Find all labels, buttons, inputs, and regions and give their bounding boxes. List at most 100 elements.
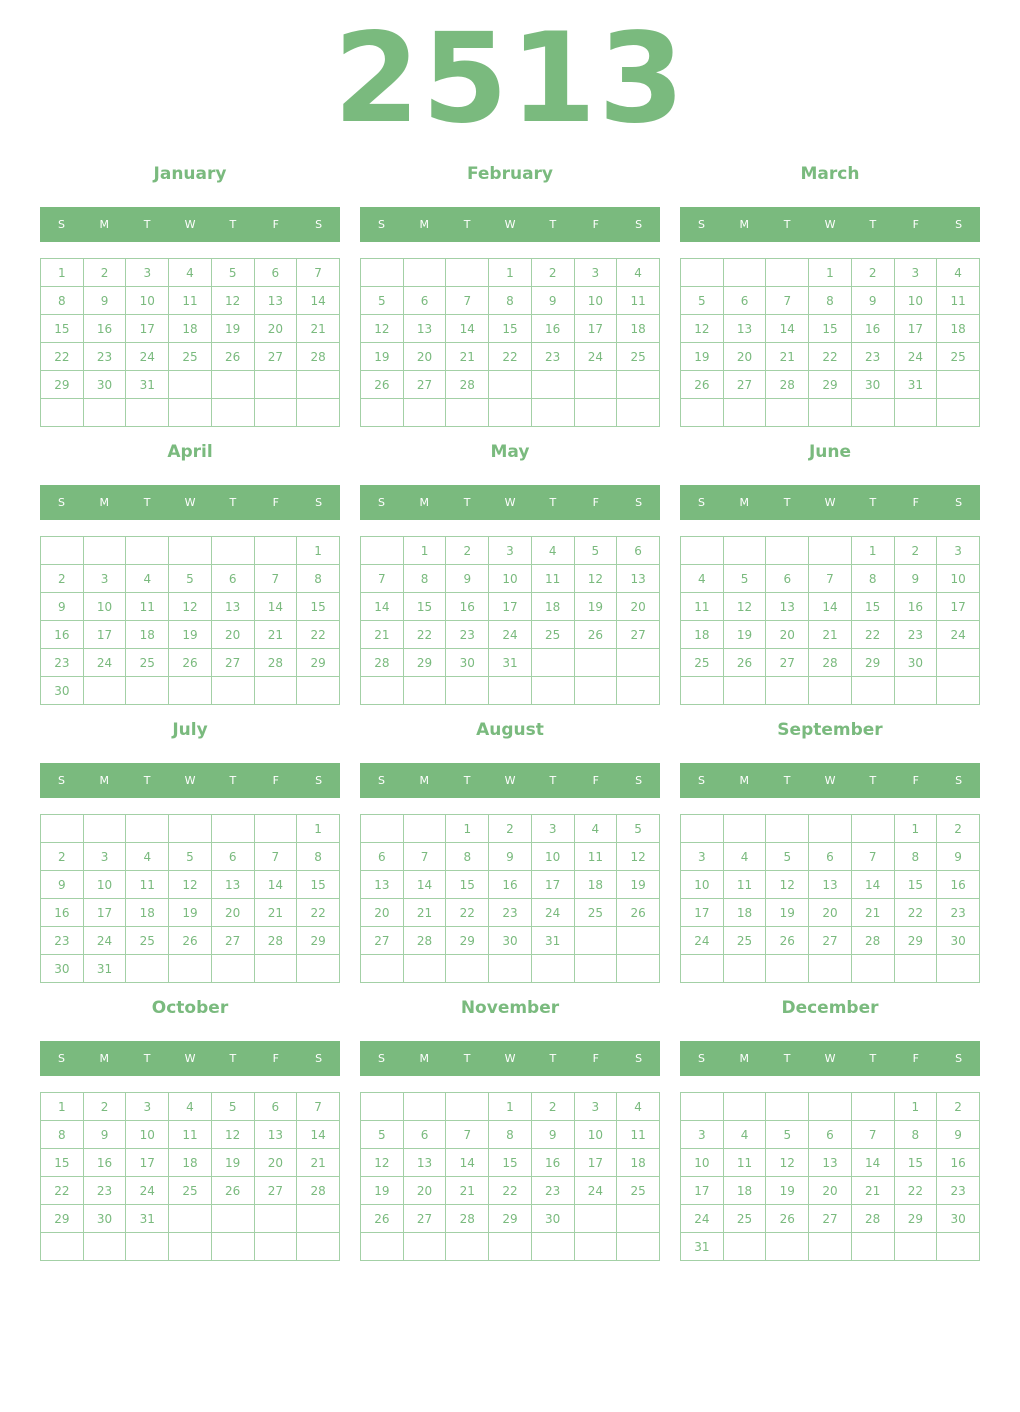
weekday-label: S [57,218,65,231]
day-cell: 9 [40,870,84,899]
week-row: 7 8 9 10 11 12 13 [360,564,660,593]
day-cell: 30 [445,648,490,677]
day-cell [253,1232,298,1261]
day-cell: 6 [253,1092,298,1121]
day-cell: 28 [402,926,447,955]
week-row [40,398,340,427]
weekday-label: F [912,774,919,787]
day-cell: 30 [488,926,532,955]
day-cell [125,954,170,983]
week-row: 10 11 12 13 14 15 16 [680,870,980,899]
day-cell: 8 [40,1120,84,1149]
day-cell: 20 [210,620,255,649]
week-row [360,1232,660,1261]
weekday-label: M [99,1052,110,1065]
day-cell: 22 [893,1176,938,1205]
day-cell [210,1204,255,1233]
day-cell [253,676,298,705]
day-cell [360,954,404,983]
day-cell: 10 [893,286,938,315]
day-cell: 25 [616,342,660,371]
weekday-label: W [824,774,836,787]
day-cell: 16 [893,592,938,621]
day-cell: 17 [125,1148,170,1177]
day-cell [850,1092,895,1121]
weekday-label: T [229,774,237,787]
day-cell: 29 [850,648,895,677]
day-cell: 4 [168,258,212,287]
day-cell: 22 [296,620,340,649]
weekday-label: F [272,774,279,787]
day-cell: 13 [402,314,447,343]
week-row: 8 9 10 11 12 13 14 [40,286,340,315]
day-cell: 13 [765,592,810,621]
day-cell: 2 [530,1092,575,1121]
day-cell: 20 [402,342,447,371]
month-title: November [460,998,560,1018]
day-cell: 22 [296,898,340,927]
day-cell: 21 [850,898,895,927]
day-cell: 17 [680,1176,724,1205]
day-cell: 16 [40,620,84,649]
day-cell: 2 [850,258,895,287]
day-cell: 14 [253,870,298,899]
day-cell [808,814,852,843]
week-row: 16 17 18 19 20 21 22 [40,620,340,649]
week-row: 19 20 21 22 23 24 25 [680,342,980,371]
day-cell [296,1204,340,1233]
day-cell [125,1232,170,1261]
day-cell: 2 [936,1092,980,1121]
weekday-label: F [912,218,919,231]
day-cell: 5 [210,258,255,287]
day-cell: 22 [893,898,938,927]
week-row: 13 14 15 16 17 18 19 [360,870,660,899]
day-cell: 12 [210,1120,255,1149]
day-cell: 14 [850,1148,895,1177]
day-cell: 7 [850,842,895,871]
day-cell: 6 [808,842,852,871]
day-cell: 7 [445,1120,490,1149]
day-cell: 1 [40,258,84,287]
week-row: 18 19 20 21 22 23 24 [680,620,980,649]
weekday-label: S [955,774,963,787]
day-cell: 11 [936,286,980,315]
day-cell [936,676,980,705]
day-cell: 21 [445,342,490,371]
day-cell: 30 [82,1204,127,1233]
day-cell [296,370,340,399]
week-row: 6 7 8 9 10 11 12 [360,842,660,871]
day-cell: 15 [296,592,340,621]
day-cell [530,676,575,705]
day-cell: 20 [210,898,255,927]
day-cell [616,1204,660,1233]
day-cell [893,398,938,427]
day-cell [680,954,724,983]
weekday-label: W [184,218,196,231]
weekday-label: T [783,496,791,509]
day-cell: 29 [296,648,340,677]
day-cell [445,398,490,427]
day-cell [850,954,895,983]
day-cell [765,1232,810,1261]
day-cell: 7 [296,258,340,287]
week-row: 16 17 18 19 20 21 22 [40,898,340,927]
day-cell: 5 [765,842,810,871]
day-cell: 12 [168,870,212,899]
day-cell [722,1092,767,1121]
day-cell: 18 [168,1148,212,1177]
week-row: 19 20 21 22 23 24 25 [360,1176,660,1205]
day-cell [936,954,980,983]
day-cell: 3 [125,1092,170,1121]
day-cell: 31 [82,954,127,983]
day-cell [82,398,127,427]
day-cell: 4 [680,564,724,593]
day-cell: 11 [125,592,170,621]
day-cell: 21 [445,1176,490,1205]
day-cell [573,1204,618,1233]
day-cell: 16 [40,898,84,927]
day-cell: 26 [360,370,404,399]
